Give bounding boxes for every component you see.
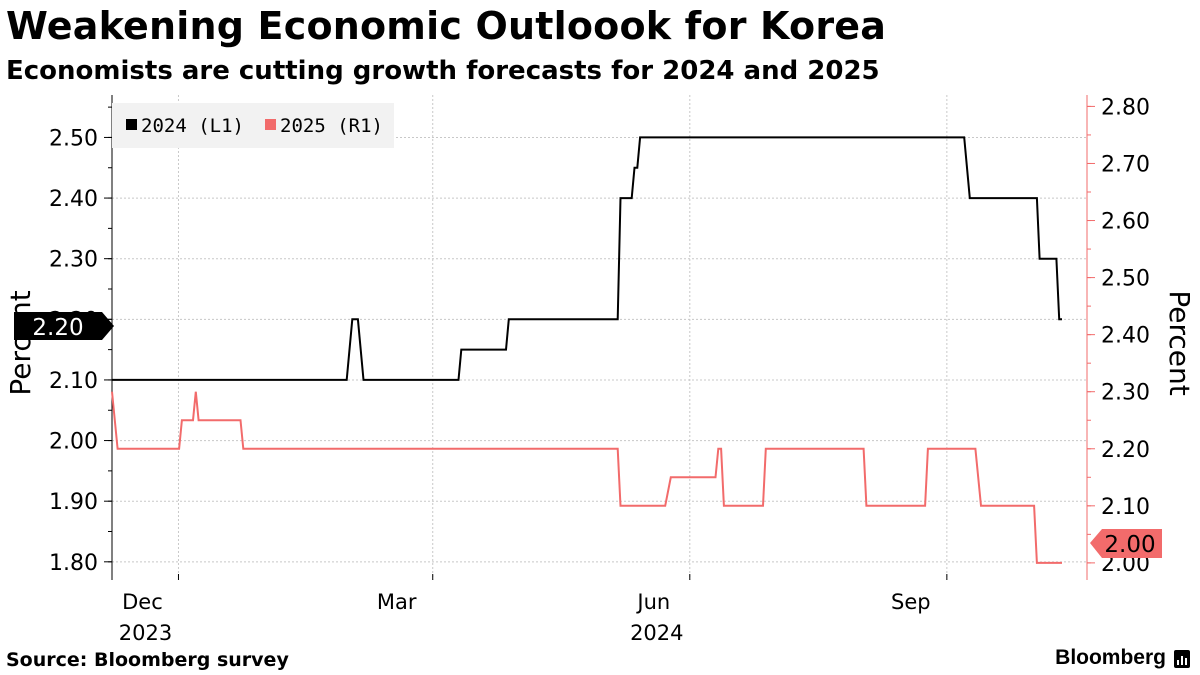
legend-label-2024: 2024 (L1)	[141, 115, 244, 137]
legend-swatch-2024	[126, 119, 137, 130]
y-left-tick-label-6: 2.40	[49, 187, 98, 212]
y-left-axis-title: Percent	[4, 290, 37, 395]
y-right-tick-label-7: 2.70	[1101, 152, 1150, 177]
y-right-tick-label-3: 2.30	[1101, 381, 1150, 406]
y-right-tick-label-4: 2.40	[1101, 324, 1150, 349]
last-value-2024-label: 2.20	[32, 315, 83, 341]
legend-background	[112, 103, 394, 148]
axis-labels: 1.801.902.002.102.202.302.402.502.002.10…	[49, 95, 1150, 645]
y-right-axis-title: Percent	[1163, 290, 1196, 395]
x-tick-sublabel-2: 2024	[630, 621, 683, 645]
x-tick-sublabel-0: 2023	[119, 621, 172, 645]
x-tick-label-3: Sep	[891, 590, 931, 614]
chart-subtitle: Economists are cutting growth forecasts …	[6, 56, 880, 86]
series-line-2025	[111, 391, 1062, 564]
x-tick-label-2: Jun	[635, 590, 670, 614]
x-tick-label-1: Mar	[377, 590, 417, 614]
y-right-tick-label-6: 2.60	[1101, 210, 1150, 235]
y-left-tick-label-0: 1.80	[49, 551, 98, 576]
last-value-2025-label: 2.00	[1104, 532, 1155, 558]
y-right-tick-label-8: 2.80	[1101, 95, 1150, 120]
bloomberg-chart-icon	[1174, 650, 1190, 668]
y-left-tick-label-3: 2.10	[49, 369, 98, 394]
last-value-2025-badge	[1090, 529, 1162, 558]
y-left-tick-label-2: 2.00	[49, 430, 98, 455]
y-right-tick-label-1: 2.10	[1101, 495, 1150, 520]
y-left-tick-label-1: 1.90	[49, 490, 98, 515]
series-lines	[111, 136, 1062, 564]
y-left-tick-label-7: 2.50	[49, 126, 98, 151]
last-value-2024: 2.20	[14, 312, 114, 341]
axes	[104, 95, 1095, 580]
series-line-2024	[112, 136, 1062, 381]
legend: 2024 (L1) 2025 (R1)	[112, 103, 394, 148]
legend-swatch-2025	[265, 119, 276, 130]
y-right-tick-label-2: 2.20	[1101, 438, 1150, 463]
last-value-2024-badge	[14, 312, 114, 340]
chart-title: Weakening Economic Outloook for Korea	[6, 4, 887, 48]
y-right-tick-label-5: 2.50	[1101, 267, 1150, 292]
brand-logo-text: Bloomberg	[1055, 646, 1166, 669]
gridlines	[112, 95, 1087, 580]
source-note: Source: Bloomberg survey	[6, 649, 289, 671]
y-left-tick-label-5: 2.30	[49, 248, 98, 273]
last-value-2025: 2.00	[1090, 529, 1162, 558]
x-tick-label-0: Dec	[122, 590, 163, 614]
legend-label-2025: 2025 (R1)	[280, 115, 383, 137]
